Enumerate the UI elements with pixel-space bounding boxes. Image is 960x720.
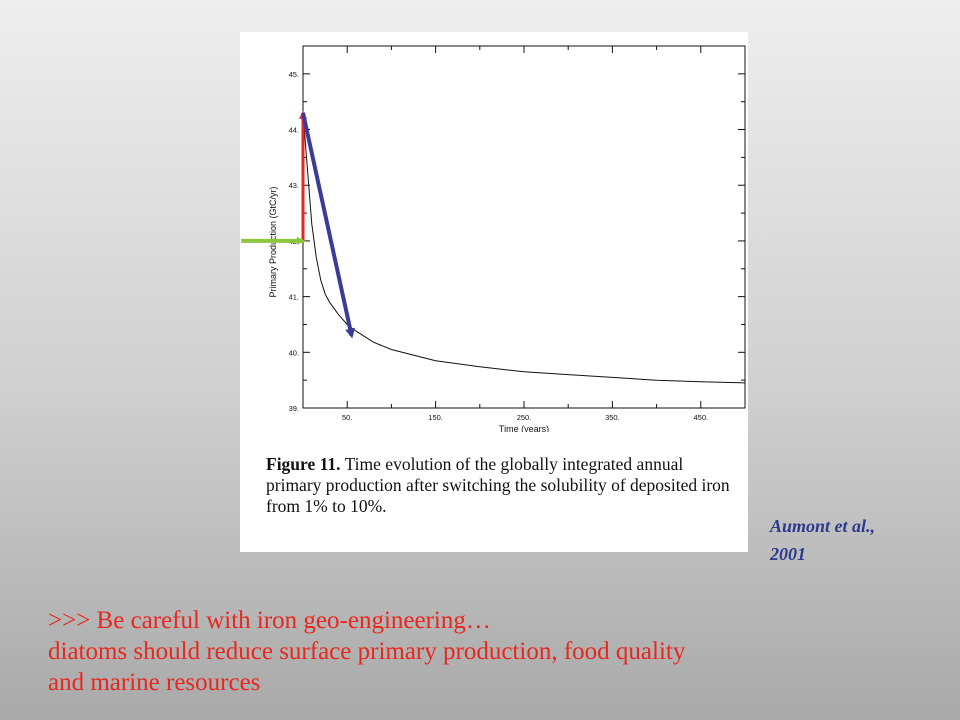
primary-production-chart: 50. 150. 250. 350. 450. 39. 40. 41. 42. 43. 44. 45.… <box>268 45 746 432</box>
conclusion-line-3: and marine resources <box>48 669 261 696</box>
y-tick-label: 44. <box>289 126 299 135</box>
citation-authors: Aumont et al., <box>770 516 876 536</box>
y-tick-label: 40. <box>289 348 299 357</box>
y-tick-label: 39. <box>289 404 299 413</box>
y-tick-label: 41. <box>289 293 299 302</box>
production-series-line <box>302 112 746 384</box>
x-tick-label: 250. <box>517 413 532 422</box>
caption-text: Time evolution of the globally integrate… <box>266 454 730 516</box>
citation: Aumont et al., 2001 <box>770 512 940 568</box>
citation-year: 2001 <box>770 544 806 564</box>
conclusion-text: >>> Be careful with iron geo-engineering… <box>48 605 948 698</box>
figure-caption: Figure 11. Time evolution of the globall… <box>266 454 736 517</box>
y-tick-label: 42. <box>289 237 299 246</box>
plot-frame <box>302 45 746 409</box>
x-tick-label: 350. <box>605 413 620 422</box>
conclusion-line-2: diatoms should reduce surface primary pr… <box>48 638 686 665</box>
figure-panel: 50. 150. 250. 350. 450. 39. 40. 41. 42. 43. 44. 45.… <box>240 32 748 552</box>
y-tick-label: 45. <box>289 70 299 79</box>
x-tick-label: 50. <box>342 413 352 422</box>
x-tick-label: 150. <box>428 413 443 422</box>
y-axis-title: Primary Production (GtC/yr) <box>268 186 278 297</box>
y-tick-label: 43. <box>289 181 299 190</box>
x-axis-title: Time (years) <box>499 424 549 432</box>
caption-label: Figure 11. <box>266 454 341 474</box>
conclusion-line-1: >>> Be careful with iron geo-engineering… <box>48 607 491 634</box>
x-tick-label: 450. <box>693 413 708 422</box>
